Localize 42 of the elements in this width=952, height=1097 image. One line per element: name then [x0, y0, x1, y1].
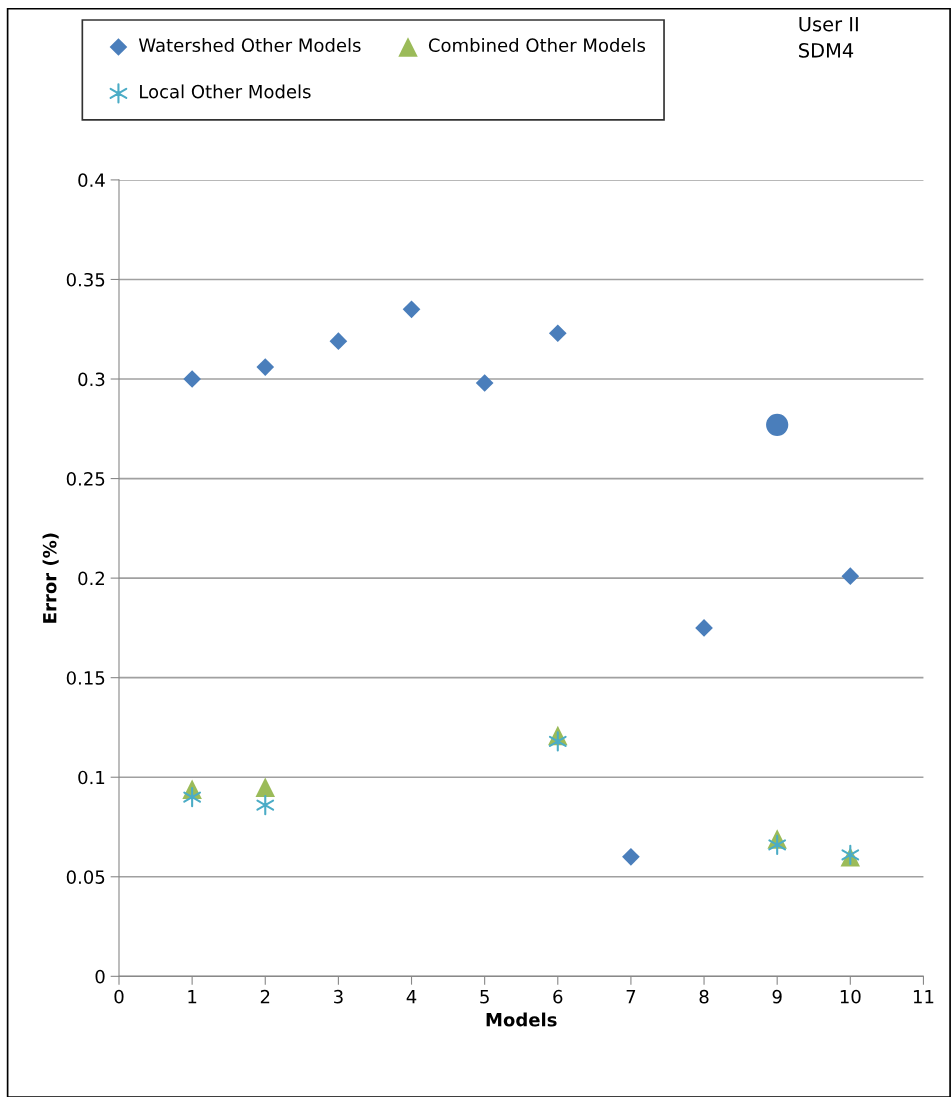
y-tick-label: 0.2 [78, 571, 104, 586]
point [183, 370, 201, 388]
y-tick-label: 0.3 [78, 372, 105, 387]
x-tick-label: 6 [553, 989, 563, 1004]
x-tick-label: 11 [913, 990, 934, 1004]
point [695, 619, 713, 637]
point [255, 777, 275, 797]
point [548, 324, 567, 343]
y-tick-label: 0.4 [78, 173, 105, 188]
legend-label: Watershed Other Models [138, 38, 361, 53]
x-axis-title: Models [486, 1012, 557, 1027]
point [841, 567, 860, 585]
y-axis-title: Error (%) [42, 533, 59, 623]
legend-label: Combined Other Models [428, 38, 646, 53]
point [402, 300, 421, 319]
x-tick-label: 0 [114, 989, 124, 1004]
text: User II SDM4 [799, 17, 858, 58]
point [475, 374, 494, 392]
y-tick-label: 0.05 [66, 870, 105, 884]
point [183, 787, 201, 808]
point [766, 413, 789, 436]
point [768, 834, 787, 855]
x-tick-label: 5 [480, 990, 489, 1004]
x-tick-label: 2 [260, 989, 270, 1004]
x-tick-label: 8 [699, 989, 709, 1004]
point [256, 795, 275, 816]
x-tick-label: 7 [626, 990, 636, 1004]
y-tick-label: 0 [95, 969, 105, 984]
y-tick-label: 0.15 [66, 671, 105, 685]
point [622, 848, 640, 866]
x-tick-label: 4 [406, 990, 417, 1004]
x-tick-label: 3 [334, 989, 343, 1004]
y-tick-label: 0.35 [66, 272, 105, 287]
point [256, 358, 275, 376]
y-tick-label: 0.1 [78, 770, 105, 785]
point [548, 731, 567, 752]
x-tick-label: 10 [840, 989, 861, 1004]
legend-label: Local Other Models [140, 84, 311, 99]
point [329, 332, 348, 351]
x-tick-label: 1 [188, 990, 197, 1004]
y-tick-label: 0.25 [66, 472, 105, 486]
x-tick-label: 9 [772, 989, 782, 1004]
